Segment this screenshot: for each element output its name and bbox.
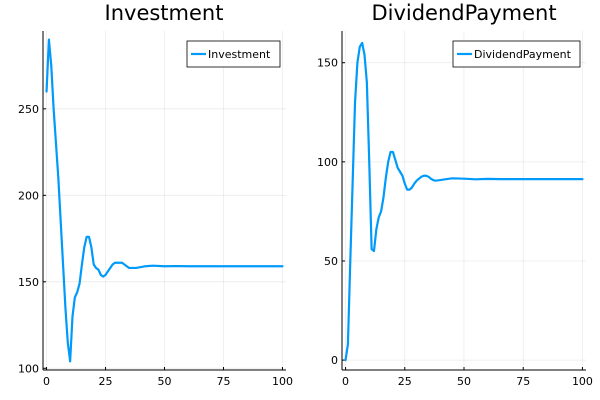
subplot-investment: Investment 0 25 50 75 100 100 150 200 250 Investm… (18, 1, 293, 388)
subplot-dividend-payment: DividendPayment 0 25 50 75 100 0 50 100 150 Divid… (317, 1, 593, 388)
legend-box (452, 40, 581, 68)
series-line (344, 41, 584, 362)
x-tick-label: 0 (43, 375, 50, 388)
y-tick-label: 250 (18, 103, 39, 116)
y-tick-label: 200 (18, 189, 39, 202)
x-tick-label: 100 (272, 375, 293, 388)
x-tick-label: 75 (216, 375, 230, 388)
chart-title: DividendPayment (371, 1, 556, 25)
legend-label: Investment (208, 48, 271, 61)
y-tick-label: 150 (317, 57, 338, 70)
legend-label: DividendPayment (474, 48, 572, 61)
y-tick-label: 50 (324, 255, 338, 268)
y-tick-label: 100 (18, 362, 39, 375)
series-line (45, 38, 284, 363)
legend: Investment (186, 40, 281, 68)
x-tick-label: 0 (342, 375, 349, 388)
x-tick-label: 25 (99, 375, 113, 388)
x-tick-label: 25 (398, 375, 412, 388)
x-tick-label: 50 (158, 375, 172, 388)
x-tick-label: 50 (457, 375, 471, 388)
x-tick-label: 75 (516, 375, 530, 388)
y-tick-label: 0 (331, 354, 338, 367)
y-tick-label: 100 (317, 156, 338, 169)
y-tick-label: 150 (18, 276, 39, 289)
chart-title: Investment (105, 1, 224, 25)
x-tick-label: 100 (572, 375, 593, 388)
legend: DividendPayment (452, 40, 581, 68)
